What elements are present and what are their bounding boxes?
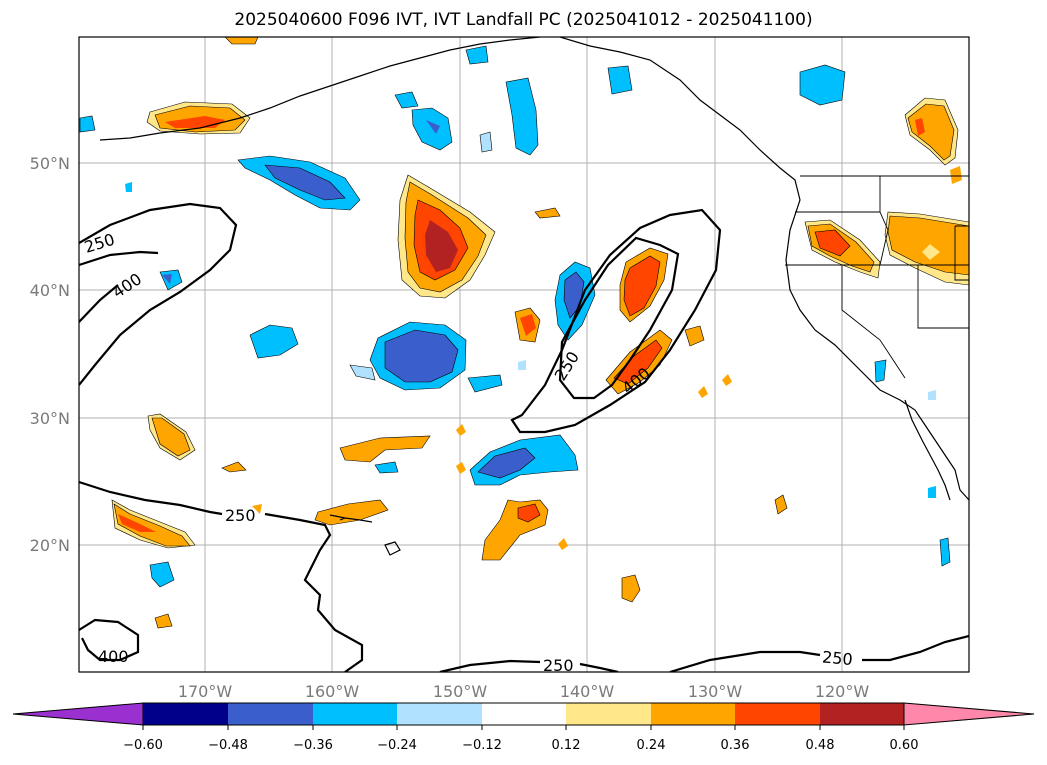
colorbar-tick-label: −0.12 (462, 738, 502, 753)
colorbar-tick-labels: −0.60 −0.48 −0.36 −0.24 −0.12 0.12 0.24 … (123, 738, 918, 753)
lon-label: 130°W (688, 682, 743, 701)
colorbar-tick-label: 0.12 (552, 738, 581, 753)
negative-ivt-fill (79, 45, 951, 588)
colorbar-segment (228, 703, 313, 725)
state-boundaries (785, 175, 969, 379)
map-title: 2025040600 F096 IVT, IVT Landfall PC (20… (234, 10, 813, 30)
lon-label: 140°W (560, 682, 615, 701)
lon-label: 170°W (178, 682, 233, 701)
contour-labels: 250 400 250 400 250 400 250 250 (82, 230, 853, 675)
colorbar-segment (735, 703, 820, 725)
colorbar-tick-label: 0.36 (721, 738, 750, 753)
colorbar-tick-label: −0.36 (293, 738, 333, 753)
colorbar-tick-label: −0.24 (377, 738, 417, 753)
contour-label: 250 (82, 230, 117, 257)
lat-label: 30°N (30, 409, 70, 428)
lon-label: 120°W (815, 682, 870, 701)
graticule (79, 37, 969, 672)
colorbar-segment (482, 703, 566, 725)
ivt-contours (79, 202, 969, 672)
colorbar-tick-label: 0.48 (806, 738, 835, 753)
contour-label: 250 (225, 506, 256, 525)
colorbar-segment (566, 703, 651, 725)
coastlines (99, 37, 969, 556)
contour-label: 400 (98, 647, 129, 666)
map-area: 250 400 250 400 250 400 250 250 (79, 37, 969, 675)
contour-label: 250 (551, 348, 583, 384)
colorbar-tick-label: 0.24 (637, 738, 666, 753)
lat-label: 20°N (30, 536, 70, 555)
colorbar-segment (820, 703, 904, 725)
colorbar-extend-right (903, 702, 1035, 726)
contour-label: 400 (109, 269, 145, 302)
colorbar-tick-label: 0.60 (890, 738, 919, 753)
lon-label: 150°W (433, 682, 488, 701)
map-frame (78, 36, 970, 673)
lat-label: 50°N (30, 154, 70, 173)
colorbar-segment (313, 703, 397, 725)
lat-label: 40°N (30, 281, 70, 300)
lon-label: 160°W (305, 682, 360, 701)
contour-label: 250 (543, 656, 574, 675)
colorbar-ticks (142, 725, 905, 730)
colorbar-extend-left (12, 702, 144, 726)
colorbar-segment (397, 703, 482, 725)
colorbar-tick-label: −0.60 (123, 738, 163, 753)
colorbar-segment (651, 703, 735, 725)
colorbar-tick-label: −0.48 (208, 738, 248, 753)
latitude-labels: 50°N 40°N 30°N 20°N (30, 154, 70, 555)
longitude-labels: 170°W 160°W 150°W 140°W 130°W 120°W (178, 682, 870, 701)
positive-ivt-fill (111, 37, 969, 629)
colorbar-segment (143, 703, 228, 725)
contour-label: 250 (821, 647, 853, 669)
colorbar (12, 702, 1035, 726)
